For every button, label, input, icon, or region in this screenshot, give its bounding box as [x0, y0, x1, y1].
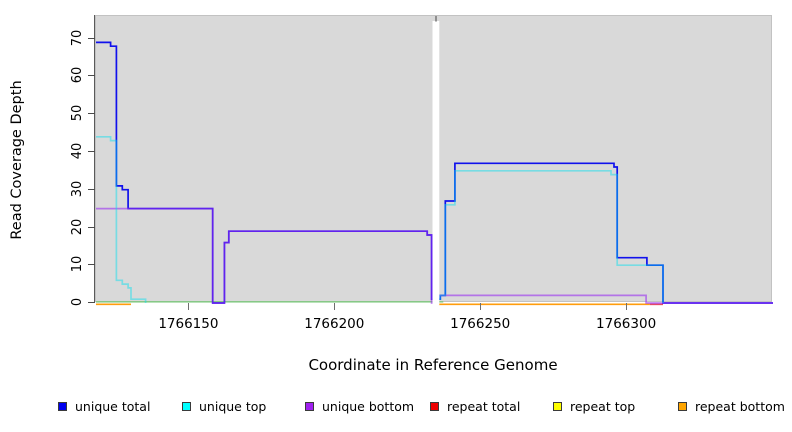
series-unique-bottom-line — [438, 294, 773, 304]
gap-top-tick — [435, 16, 437, 22]
x-tick-label: 1766250 — [450, 316, 511, 332]
y-tick — [88, 226, 95, 228]
y-tick-label: 70 — [70, 29, 85, 46]
x-tick-label: 1766300 — [596, 316, 657, 332]
legend-label-repeat-total: repeat total — [447, 399, 521, 414]
legend-swatch-unique-total — [58, 402, 67, 411]
legend-label-repeat-bottom: repeat bottom — [695, 399, 785, 414]
legend-swatch-unique-top — [182, 402, 191, 411]
y-axis-line — [94, 15, 95, 303]
series-unique-total-line — [96, 41, 433, 304]
series-unique-total-line — [438, 162, 773, 304]
legend-label-repeat-top: repeat top — [570, 399, 636, 414]
y-tick — [88, 150, 95, 152]
y-tick-label: 60 — [70, 67, 85, 84]
y-tick-label: 40 — [70, 142, 85, 160]
legend-label-unique-total: unique total — [75, 399, 151, 414]
legend-label-unique-top: unique top — [199, 399, 267, 414]
x-axis-title: Coordinate in Reference Genome — [308, 356, 558, 374]
y-axis-title: Read Coverage Depth — [9, 80, 25, 240]
x-tick-label: 1766200 — [304, 316, 365, 332]
y-tick — [88, 37, 95, 39]
series-unique-top-line — [438, 169, 664, 303]
y-tick-label: 10 — [70, 255, 85, 273]
x-tick — [334, 303, 336, 310]
x-tick — [480, 303, 482, 310]
y-tick — [88, 75, 95, 77]
y-tick-label: 30 — [70, 180, 85, 197]
series-unique-bottom-line — [96, 207, 433, 304]
legend-swatch-repeat-bottom — [678, 402, 687, 411]
gap-mask — [432, 21, 440, 305]
legend-swatch-unique-bottom — [305, 402, 314, 411]
y-tick-label: 50 — [70, 104, 85, 122]
y-tick — [88, 302, 95, 303]
x-tick — [626, 303, 628, 310]
x-tick-label: 1766150 — [158, 316, 219, 332]
y-tick — [88, 113, 95, 115]
y-tick-label: 20 — [70, 218, 85, 235]
y-tick — [88, 188, 95, 190]
y-tick — [88, 264, 95, 266]
plot-area — [95, 15, 773, 306]
legend-swatch-repeat-total — [430, 402, 439, 411]
legend-label-unique-bottom: unique bottom — [322, 399, 415, 414]
series-unique-top-line — [96, 135, 147, 303]
y-tick-label: 0 — [70, 297, 85, 307]
x-tick — [188, 303, 190, 310]
legend-swatch-repeat-top — [553, 402, 562, 411]
plot-canvas — [96, 16, 773, 306]
